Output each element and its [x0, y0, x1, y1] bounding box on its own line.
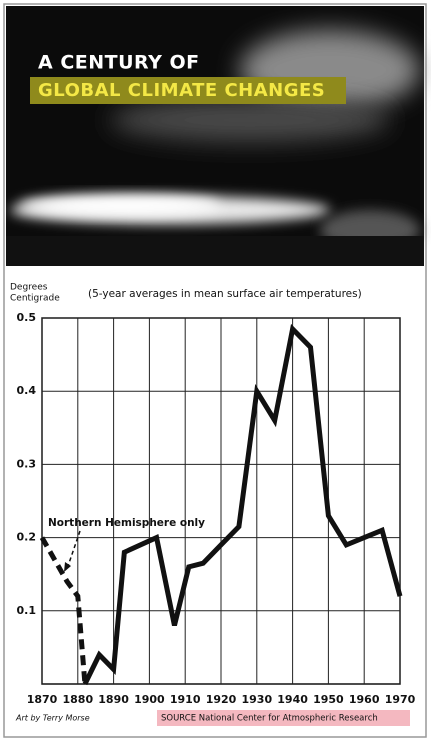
x-tick-label: 1930 [241, 693, 272, 706]
y-axis-label: Degrees [10, 283, 48, 293]
x-tick-label: 1870 [27, 693, 58, 706]
x-tick-label: 1960 [349, 693, 380, 706]
y-tick-label: 0.5 [17, 311, 37, 324]
annotation-arrowhead [64, 562, 71, 572]
source-highlight [157, 710, 410, 726]
x-tick-label: 1950 [313, 693, 344, 706]
y-tick-label: 0.3 [17, 457, 37, 470]
y-tick-label: 0.2 [17, 531, 37, 544]
data-line [39, 536, 88, 685]
x-tick-label: 1910 [170, 693, 201, 706]
x-tick-label: 1970 [385, 693, 416, 706]
credit: Art by Terry Morse [15, 714, 90, 723]
x-tick-label: 1940 [277, 693, 308, 706]
subtitle: (5-year averages in mean surface air tem… [88, 288, 362, 300]
x-tick-label: 1890 [98, 693, 129, 706]
series-label: Northern Hemisphere only [48, 517, 205, 529]
title-line: GLOBAL CLIMATE CHANGES [38, 80, 325, 101]
annotation-arrow [67, 530, 81, 567]
data-line [82, 323, 403, 686]
title-line: A CENTURY OF [38, 52, 200, 74]
y-axis-label: Centigrade [10, 294, 60, 304]
title-highlight [30, 77, 346, 104]
x-tick-label: 1880 [62, 693, 93, 706]
x-tick-label: 1900 [134, 693, 165, 706]
source: SOURCE National Center for Atmospheric R… [161, 714, 378, 724]
y-tick-label: 0.1 [17, 604, 37, 617]
y-tick-label: 0.4 [17, 384, 37, 397]
chart-panel [6, 266, 424, 736]
x-tick-label: 1920 [206, 693, 237, 706]
